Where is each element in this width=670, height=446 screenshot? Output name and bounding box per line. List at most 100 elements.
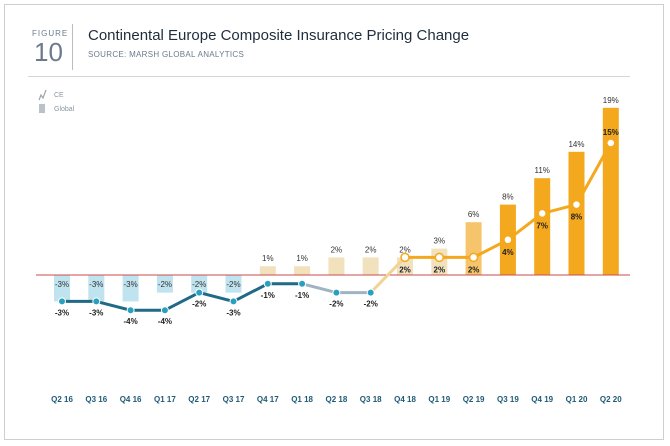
line-point bbox=[332, 288, 341, 297]
bar-label: -2% bbox=[158, 280, 172, 289]
x-tick-label: Q2 19 bbox=[463, 395, 485, 404]
series-line-segment bbox=[369, 255, 407, 295]
legend-bar-icon bbox=[39, 104, 45, 113]
bar-label: 19% bbox=[603, 96, 619, 105]
series-line-segment bbox=[506, 211, 544, 242]
chart-title: Continental Europe Composite Insurance P… bbox=[88, 27, 470, 44]
x-tick-label: Q4 19 bbox=[531, 395, 553, 404]
x-tick-label: Q4 17 bbox=[257, 395, 279, 404]
bar-label: -3% bbox=[123, 280, 137, 289]
bar-label: 2% bbox=[331, 245, 343, 254]
series-line-segment bbox=[300, 282, 338, 295]
x-tick-label: Q3 16 bbox=[85, 395, 107, 404]
line-point bbox=[400, 252, 410, 263]
line-label: -1% bbox=[261, 291, 275, 300]
x-tick-label: Q1 20 bbox=[566, 395, 588, 404]
line-label: -4% bbox=[123, 317, 137, 326]
series-line-segment bbox=[472, 238, 510, 259]
bar bbox=[54, 275, 70, 302]
line-point bbox=[571, 199, 582, 210]
x-tick-label: Q2 18 bbox=[326, 395, 348, 404]
x-tick-label: Q3 18 bbox=[360, 395, 382, 404]
series-line-segment bbox=[575, 141, 613, 207]
bar-label: 11% bbox=[534, 166, 549, 175]
bar bbox=[362, 257, 379, 275]
figure-label: FIGURE bbox=[32, 29, 69, 38]
x-tick-label: Q3 17 bbox=[223, 395, 245, 404]
figure-box bbox=[28, 24, 73, 70]
line-point bbox=[58, 297, 66, 306]
bar-label: -3% bbox=[55, 280, 69, 289]
bar bbox=[259, 266, 276, 275]
legend-label: CE bbox=[54, 92, 64, 99]
line-point bbox=[298, 279, 307, 288]
bar-label: 2% bbox=[399, 245, 411, 254]
x-tick-label: Q2 17 bbox=[188, 395, 210, 404]
series-line-segment bbox=[94, 299, 133, 312]
bar bbox=[225, 275, 242, 293]
x-tick-label: Q1 19 bbox=[428, 395, 450, 404]
bar-label: 1% bbox=[262, 254, 274, 263]
bar bbox=[328, 257, 345, 275]
line-label: -3% bbox=[55, 308, 69, 317]
bar-label: -2% bbox=[192, 280, 206, 289]
bar bbox=[122, 275, 139, 302]
bar bbox=[568, 151, 585, 275]
line-label: -3% bbox=[226, 308, 240, 317]
bar bbox=[156, 275, 173, 293]
x-tick-label: Q2 20 bbox=[600, 395, 622, 404]
x-tick-label: Q4 18 bbox=[394, 395, 416, 404]
line-label: -2% bbox=[364, 300, 378, 309]
line-label: -3% bbox=[89, 308, 103, 317]
x-tick-label: Q1 18 bbox=[291, 395, 313, 404]
line-label: -2% bbox=[329, 300, 343, 309]
x-tick-label: Q1 17 bbox=[154, 395, 176, 404]
line-label: -4% bbox=[158, 317, 172, 326]
line-label: -2% bbox=[192, 300, 206, 309]
series-line-segment bbox=[540, 203, 578, 215]
line-point bbox=[92, 297, 101, 306]
x-tick-label: Q3 19 bbox=[497, 395, 519, 404]
line-point bbox=[160, 306, 169, 315]
bar bbox=[294, 266, 311, 275]
bar bbox=[534, 178, 551, 275]
line-point bbox=[503, 235, 513, 245]
legend-line-icon bbox=[38, 89, 47, 101]
bar bbox=[88, 275, 105, 302]
bar-label: -2% bbox=[226, 280, 240, 289]
bar-label: 8% bbox=[502, 193, 514, 202]
bar-label: 1% bbox=[296, 254, 308, 263]
x-tick-label: Q4 16 bbox=[120, 395, 142, 404]
line-point bbox=[195, 288, 204, 297]
line-point bbox=[366, 288, 375, 297]
line-point bbox=[263, 279, 272, 288]
bar-label: 6% bbox=[468, 210, 480, 219]
legend-label: Global bbox=[54, 106, 75, 113]
line-label: 4% bbox=[502, 248, 514, 257]
line-label: 2% bbox=[434, 265, 446, 274]
line-label: 2% bbox=[468, 265, 480, 274]
bar-label: 2% bbox=[365, 245, 377, 254]
line-label: 2% bbox=[399, 265, 411, 274]
series-line-segment bbox=[163, 291, 201, 312]
bar bbox=[191, 275, 208, 293]
series-line-segment bbox=[232, 282, 270, 303]
line-label: -1% bbox=[295, 291, 309, 300]
series-line-segment bbox=[197, 291, 235, 303]
line-label: 15% bbox=[603, 128, 619, 137]
bar bbox=[465, 222, 482, 275]
bar-label: 14% bbox=[568, 140, 584, 149]
x-tick-label: Q2 16 bbox=[51, 395, 73, 404]
line-point bbox=[468, 252, 479, 263]
line-point bbox=[537, 208, 547, 219]
line-point bbox=[606, 138, 616, 148]
header-divider bbox=[28, 76, 630, 77]
bar-label: 3% bbox=[434, 237, 446, 246]
figure-number: 10 bbox=[34, 37, 63, 67]
line-point bbox=[434, 252, 445, 263]
line-label: 7% bbox=[536, 221, 548, 230]
line-point bbox=[126, 306, 135, 315]
line-point bbox=[229, 297, 238, 306]
line-label: 8% bbox=[571, 213, 583, 222]
